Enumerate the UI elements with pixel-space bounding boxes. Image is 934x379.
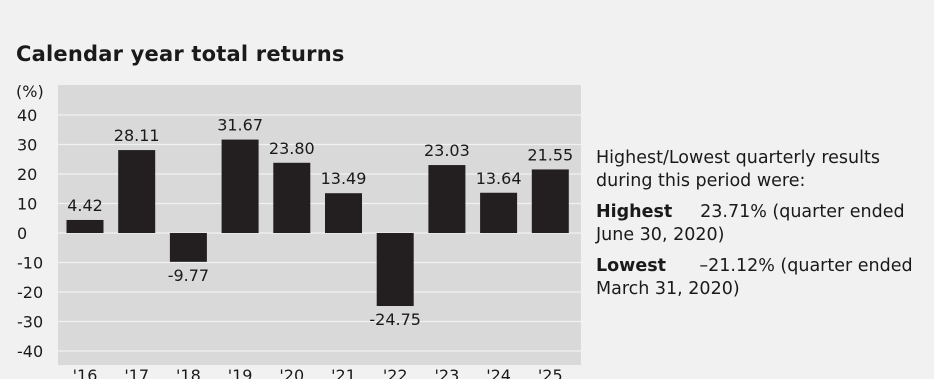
x-tick-label: '16: [73, 366, 98, 379]
x-axis-ticks: '16 '17 '18 '19 '20 '21 '22 '23 '24 '25: [73, 366, 563, 379]
y-tick-label: 0: [17, 224, 27, 243]
bar: [480, 192, 518, 233]
note-intro: Highest/Lowest quarterly results during …: [596, 148, 880, 191]
chart-title: Calendar year total returns: [16, 42, 345, 66]
value-label: 31.67: [217, 116, 263, 135]
bar: [118, 150, 156, 233]
y-tick-label: -40: [17, 342, 43, 361]
note-highest: Highest 23.71% (quarter ended June 30, 2…: [596, 201, 926, 247]
y-tick-label: -30: [17, 313, 43, 332]
bar: [66, 219, 104, 233]
x-tick-label: '23: [435, 366, 460, 379]
value-label: 23.03: [424, 141, 470, 160]
highest-value: 23.71% (quarter ended June 30, 2020): [596, 202, 905, 245]
x-tick-label: '22: [383, 366, 408, 379]
note-lowest: Lowest –21.12% (quarter ended March 31, …: [596, 255, 926, 301]
lowest-label: Lowest: [596, 256, 666, 276]
bar: [428, 165, 466, 233]
value-label: 4.42: [67, 196, 103, 215]
x-tick-label: '17: [124, 366, 149, 379]
value-label: 13.64: [476, 169, 522, 188]
bar: [273, 162, 311, 233]
quarterly-results-note: Highest/Lowest quarterly results during …: [596, 147, 926, 309]
y-axis-ticks: 40 30 20 10 0 -10 -20 -30 -40: [17, 106, 43, 361]
bar: [376, 233, 414, 307]
y-tick-label: -20: [17, 283, 43, 302]
y-tick-label: -10: [17, 254, 43, 273]
value-label: 13.49: [321, 169, 367, 188]
highest-label: Highest: [596, 202, 673, 222]
lowest-value: –21.12% (quarter ended March 31, 2020): [596, 256, 913, 299]
x-tick-label: '19: [228, 366, 253, 379]
x-tick-label: '20: [279, 366, 304, 379]
value-label: 23.80: [269, 139, 315, 158]
value-label: 28.11: [114, 126, 160, 145]
value-label: -24.75: [369, 310, 421, 329]
value-labels: 4.42 28.11 -9.77 31.67 23.80 13.49 -24.75 23.03…: [67, 116, 573, 329]
x-tick-label: '18: [176, 366, 201, 379]
y-tick-label: 40: [17, 106, 37, 125]
x-tick-label: '25: [538, 366, 563, 379]
bar: [221, 139, 259, 233]
y-tick-label: 10: [17, 195, 37, 214]
x-tick-label: '21: [331, 366, 356, 379]
y-tick-label: 20: [17, 165, 37, 184]
value-label: -9.77: [168, 266, 209, 285]
y-tick-label: 30: [17, 136, 37, 155]
value-label: 21.55: [527, 145, 573, 164]
bar: [169, 233, 207, 262]
y-axis-label: (%): [16, 82, 44, 101]
x-tick-label: '24: [486, 366, 511, 379]
bar: [531, 169, 569, 233]
bars: [66, 139, 569, 307]
bar: [325, 193, 362, 233]
